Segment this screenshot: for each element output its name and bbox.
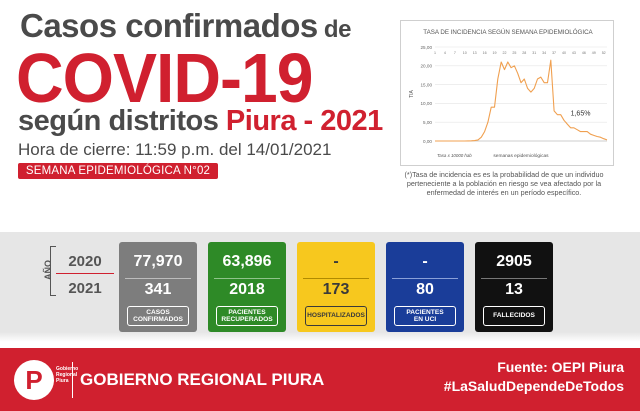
- x-tick-label: 40: [562, 51, 566, 55]
- footer-divider: [72, 362, 73, 398]
- y-axis-label: TIA: [409, 89, 415, 97]
- year-2021: 2021: [68, 280, 102, 297]
- x-tick-label: 46: [582, 51, 586, 55]
- card-recovered: 63,896 2018 PACIENTES RECUPERADOS: [208, 242, 286, 332]
- x-tick-label: 31: [532, 51, 536, 55]
- chart-note: (*)Tasa de incidencia es es la probabili…: [404, 170, 604, 197]
- org-name: GOBIERNO REGIONAL PIURA: [80, 370, 325, 389]
- title-line-3-main: según distritos: [18, 105, 226, 137]
- card-deceased: 2905 13 FALLECIDOS: [475, 242, 553, 332]
- title-line-1: Casos confirmados de: [20, 8, 351, 48]
- card-divider: [214, 278, 280, 279]
- x-tick-label: 4: [444, 51, 446, 55]
- card-confirmed-cases: 77,970 341 CASOS CONFIRMADOS: [119, 242, 197, 332]
- logo-letter: P: [25, 365, 43, 395]
- confirmed-label: CASOS CONFIRMADOS: [127, 306, 189, 326]
- card-divider: [303, 278, 369, 279]
- logo-text: Gobierno Regional Piura: [56, 366, 79, 384]
- y-tick-label: 25,00: [421, 45, 433, 50]
- year-divider: [56, 273, 114, 274]
- incidence-chart: TASA DE INCIDENCIA SEGÚN SEMANA EPIDEMIO…: [400, 20, 614, 166]
- x-tick-label: 1: [434, 51, 436, 55]
- confirmed-2020: 77,970: [133, 253, 183, 270]
- closing-time: Hora de cierre: 11:59 p.m. del 14/01/202…: [18, 140, 332, 159]
- chart-title: TASA DE INCIDENCIA SEGÚN SEMANA EPIDEMIO…: [423, 29, 593, 36]
- title-line-1-tail: de: [317, 16, 352, 43]
- confirmed-2021: 341: [144, 281, 172, 298]
- year-bracket: [50, 246, 56, 296]
- footer: P Gobierno Regional Piura GOBIERNO REGIO…: [0, 348, 640, 411]
- hospitalized-label: HOSPITALIZADOS: [305, 306, 367, 326]
- week-badge: SEMANA EPIDEMIOLÓGICA N°02: [18, 163, 218, 179]
- y-axis-note: Tasa x 10000 hab: [437, 153, 472, 158]
- deceased-2020: 2905: [496, 253, 532, 270]
- icu-2020: -: [422, 253, 428, 270]
- y-tick-label: 5,00: [423, 120, 432, 125]
- deceased-label: FALLECIDOS: [483, 306, 545, 326]
- x-tick-label: 7: [454, 51, 456, 55]
- card-divider: [481, 278, 547, 279]
- x-tick-label: 52: [602, 51, 606, 55]
- x-tick-label: 28: [522, 51, 526, 55]
- x-tick-label: 49: [592, 51, 596, 55]
- hashtag-text: #LaSaludDependeDeTodos: [443, 378, 624, 394]
- x-tick-label: 43: [572, 51, 576, 55]
- x-tick-label: 37: [552, 51, 556, 55]
- x-tick-label: 25: [512, 51, 516, 55]
- title-line-1-main: Casos confirmados: [20, 7, 318, 44]
- x-tick-label: 22: [502, 51, 506, 55]
- source-text: Fuente: OEPI Piura: [497, 359, 624, 375]
- x-tick-label: 10: [463, 51, 467, 55]
- x-axis-label: semanas epidemiológicas: [493, 153, 549, 159]
- card-hospitalized: - 173 HOSPITALIZADOS: [297, 242, 375, 332]
- title-line-3: según distritos Piura - 2021: [18, 104, 383, 138]
- y-tick-label: 20,00: [421, 64, 433, 69]
- icu-2021: 80: [416, 281, 434, 298]
- y-tick-label: 0,00: [423, 139, 432, 144]
- card-divider: [392, 278, 458, 279]
- recovered-2021: 2018: [229, 281, 265, 298]
- hospitalized-2021: 173: [322, 281, 350, 298]
- x-tick-label: 16: [483, 51, 487, 55]
- recovered-2020: 63,896: [222, 253, 272, 270]
- hospitalized-2020: -: [333, 253, 339, 270]
- y-tick-label: 15,00: [421, 82, 433, 87]
- incidence-series-line: [435, 59, 608, 142]
- year-2020: 2020: [68, 253, 102, 270]
- gore-piura-logo-icon: P: [14, 360, 54, 400]
- x-tick-label: 13: [473, 51, 477, 55]
- recovered-label: PACIENTES RECUPERADOS: [216, 306, 278, 326]
- y-tick-label: 10,00: [421, 101, 433, 106]
- title-covid: COVID-19: [16, 38, 313, 117]
- icu-label: PACIENTES EN UCI: [394, 306, 456, 326]
- x-tick-label: 34: [542, 51, 546, 55]
- card-divider: [125, 278, 191, 279]
- source-block: Fuente: OEPI Piura #LaSaludDependeDeTodo…: [444, 358, 624, 396]
- title-line-3-region: Piura - 2021: [225, 105, 383, 137]
- x-tick-label: 19: [493, 51, 497, 55]
- deceased-2021: 13: [505, 281, 523, 298]
- incidence-chart-svg: TASA DE INCIDENCIA SEGÚN SEMANA EPIDEMIO…: [409, 29, 608, 159]
- card-icu: - 80 PACIENTES EN UCI: [386, 242, 464, 332]
- chart-annotation: 1,65%: [571, 110, 591, 117]
